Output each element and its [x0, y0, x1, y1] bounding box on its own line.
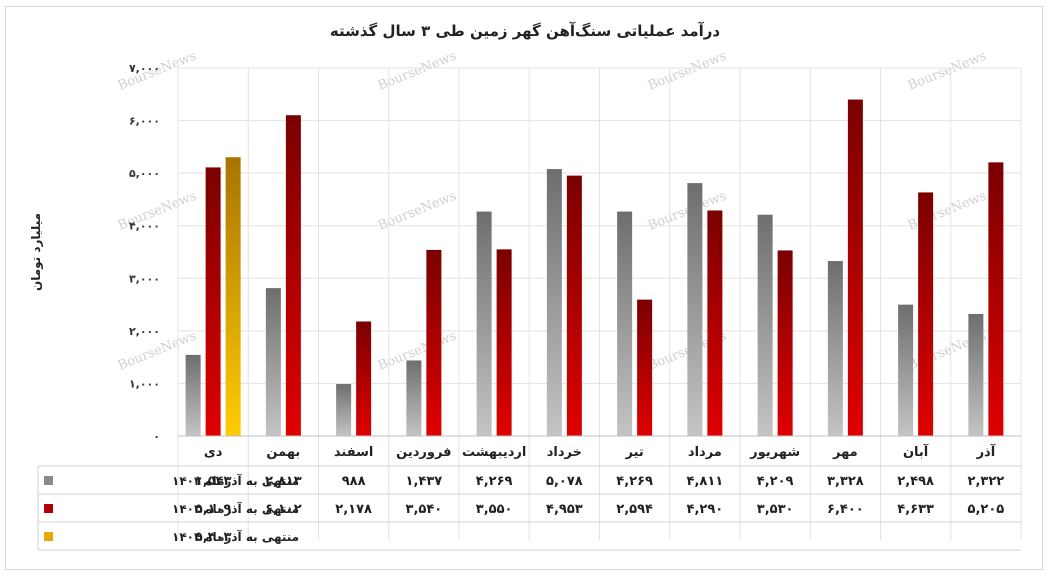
y-tick-label: ۲,۰۰۰: [129, 325, 160, 338]
watermark-text: BourseNews: [906, 49, 989, 94]
x-category-label: اسفند: [334, 445, 373, 460]
table-value-cell: ۲,۳۲۲: [968, 474, 1005, 489]
bar: [918, 192, 934, 436]
table-value-cell: ۴,۲۹۰: [687, 502, 724, 517]
bar: [185, 354, 201, 436]
x-category-label: بهمن: [266, 445, 300, 460]
y-tick-label: ۷,۰۰۰: [129, 62, 160, 75]
bar: [225, 157, 241, 436]
bars-layer: [178, 99, 1021, 437]
bar: [546, 169, 562, 436]
x-category-label: مهر: [832, 445, 858, 460]
bar: [285, 115, 301, 437]
bar: [847, 99, 863, 437]
table-value-cell: ۴,۲۶۹: [476, 474, 513, 489]
table-value-cell: ۴,۸۱۱: [687, 474, 724, 489]
bar: [687, 183, 703, 436]
bar: [426, 249, 442, 436]
table-value-cell: ۴,۲۶۹: [616, 474, 653, 489]
bar: [265, 288, 281, 436]
table-value-cell: ۳,۵۴۰: [406, 502, 443, 517]
bar: [968, 313, 984, 436]
bar: [827, 261, 843, 436]
legend-swatch: [44, 532, 53, 541]
table-value-cell: ۱,۴۳۷: [406, 474, 443, 489]
table-value-cell: ۴,۹۵۳: [546, 502, 583, 517]
bar: [617, 211, 633, 436]
y-tick-label: ۶,۰۰۰: [129, 115, 160, 128]
table-value-cell: ۲,۸۱۳: [265, 474, 302, 489]
table-value-cell: ۵,۲۰۵: [968, 502, 1005, 517]
bar: [988, 162, 1004, 436]
legend-series-label: منتهی به آذرماه ۱۴۰۳: [172, 501, 299, 516]
x-category-label: شهریور: [749, 445, 800, 460]
bar: [336, 384, 352, 436]
table-value-cell: ۳,۳۲۸: [827, 474, 864, 489]
data-table: آذر آبان مهر شهریور مرداد تیر خرداد اردیبهشت فرو…: [37, 443, 1021, 551]
x-category-label: آبان: [903, 443, 929, 460]
table-value-cell: ۶,۴۰۰: [827, 502, 864, 517]
bar: [707, 210, 723, 436]
y-tick-label: ۰: [153, 430, 160, 443]
y-tick-label: ۱,۰۰۰: [129, 377, 160, 390]
x-category-label: مرداد: [688, 445, 722, 460]
x-category-label: دی: [204, 445, 223, 460]
x-category-label: فروردین: [396, 445, 451, 460]
y-tick-label: ۵,۰۰۰: [129, 167, 160, 180]
x-category-label: اردیبهشت: [462, 445, 526, 460]
legend-series-label: منتهی به آذرماه ۱۴۰۲: [172, 473, 299, 488]
table-value-cell: ۴,۲۰۹: [757, 474, 794, 489]
bar: [777, 250, 793, 436]
legend-swatch: [44, 504, 53, 513]
x-category-label: تیر: [624, 445, 643, 460]
table-value-cell: ۵,۳۰۳: [195, 530, 232, 545]
bar: [898, 304, 914, 436]
table-value-cell: ۵,۱۰۹: [195, 502, 232, 517]
y-tick-label: ۴,۰۰۰: [129, 220, 160, 233]
y-tick-label: ۳,۰۰۰: [129, 272, 160, 285]
table-value-cell: ۲,۴۹۸: [897, 474, 934, 489]
table-value-cell: ۲,۵۹۴: [616, 502, 653, 517]
bar: [406, 360, 422, 436]
y-axis-ticks: ۰ ۱,۰۰۰ ۲,۰۰۰ ۳,۰۰۰ ۴,۰۰۰ ۵,۰۰۰ ۶,۰۰۰ ۷,۰۰۰: [129, 62, 160, 443]
legend-swatch: [44, 476, 53, 485]
bar: [757, 214, 773, 436]
table-value-cell: ۲,۱۷۸: [335, 502, 372, 517]
bar: [566, 175, 582, 436]
bar: [476, 211, 492, 436]
chart-title: درآمد عملیاتی سنگ‌آهن گهر زمین طی ۳ سال …: [330, 22, 720, 40]
table-value-cell: ۵,۰۷۸: [546, 474, 583, 489]
chart-frame: [5, 6, 1043, 570]
bar: [205, 167, 221, 436]
table-value-cell: ۴,۶۳۳: [897, 502, 934, 517]
table-value-cell: ۳,۵۳۰: [757, 502, 794, 517]
table-value-cell: ۱,۵۴۳: [195, 474, 232, 489]
watermark-text: BourseNews: [646, 49, 729, 94]
table-value-cell: ۳,۵۵۰: [476, 502, 513, 517]
bar: [637, 299, 653, 436]
bar: [496, 249, 512, 436]
x-category-label: آذر: [976, 443, 996, 460]
legend-series-label: منتهی به آذرماه ۱۴۰۴: [172, 529, 299, 544]
grid-lines: [177, 67, 1022, 540]
table-value-cell: ۶,۱۰۲: [265, 502, 302, 517]
bar: [356, 321, 372, 436]
table-value-cell: ۹۸۸: [342, 474, 366, 489]
y-axis-label: میلیارد تومان: [29, 213, 44, 291]
x-category-label: خرداد: [547, 445, 582, 460]
